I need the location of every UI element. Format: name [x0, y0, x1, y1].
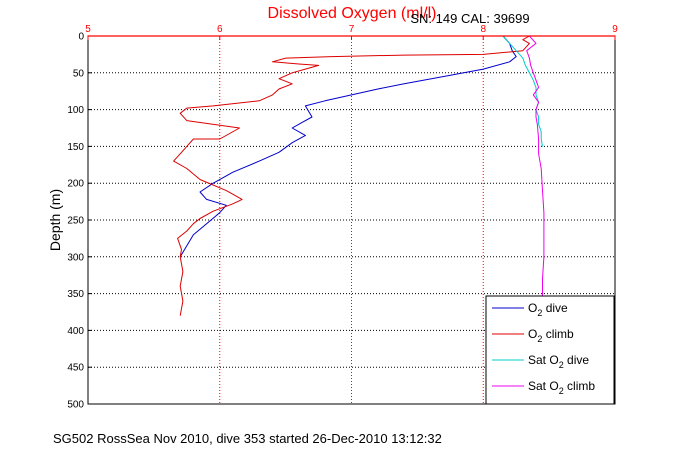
series-lines: [173, 35, 545, 316]
y-tick-label: 0: [78, 32, 84, 43]
series-line: [179, 35, 517, 258]
y-tick-label: 500: [67, 400, 84, 411]
y-tick-label: 350: [67, 289, 84, 300]
chart-title: Dissolved Oxygen (ml/l): [268, 5, 437, 22]
y-tick-label: 300: [67, 252, 84, 263]
chart-caption: SG502 RossSea Nov 2010, dive 353 started…: [53, 431, 442, 446]
grid-lines: [88, 36, 615, 404]
legend-label: O2 climb: [528, 327, 574, 344]
y-tick-label: 250: [67, 216, 84, 227]
legend-label: Sat O2 dive: [528, 353, 589, 370]
y-tick-label: 200: [67, 179, 84, 190]
y-axis-ticks: 0 50 100 150 200 250 300 350 400 450 500: [67, 32, 92, 411]
y-tick-label: 50: [73, 68, 85, 79]
chart-subtitle: SN: 149 CAL: 39699: [410, 11, 529, 26]
y-tick-label: 450: [67, 363, 84, 374]
x-tick-label: 8: [480, 24, 486, 35]
x-tick-label: 6: [217, 24, 223, 35]
legend-label: O2 dive: [528, 301, 568, 318]
y-tick-label: 100: [67, 105, 84, 116]
y-tick-label: 150: [67, 142, 84, 153]
x-axis-ticks: 5 6 7 8 9: [85, 24, 618, 40]
y-axis-label: Depth (m): [47, 189, 63, 251]
series-line: [526, 35, 545, 301]
y-tick-label: 400: [67, 326, 84, 337]
x-tick-label: 9: [612, 24, 618, 35]
x-tick-label: 7: [349, 24, 355, 35]
legend-label: Sat O2 climb: [528, 379, 595, 396]
legend: O2 dive O2 climb Sat O2 dive Sat O2 climb: [485, 295, 615, 405]
x-tick-label: 5: [85, 24, 91, 35]
series-line: [173, 35, 530, 316]
